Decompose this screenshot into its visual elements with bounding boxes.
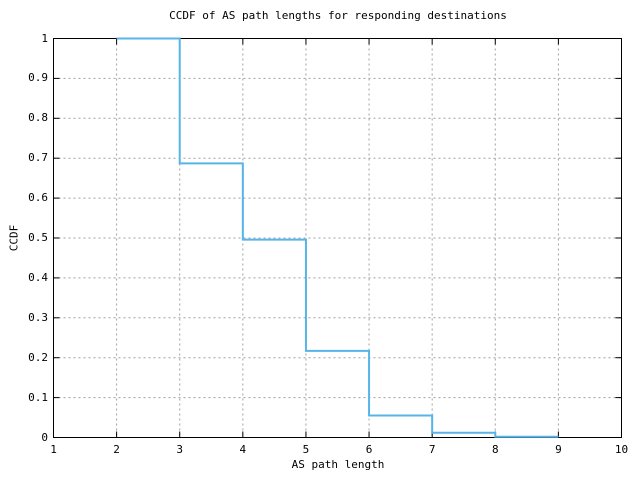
- x-tick-label: 8: [491, 443, 499, 456]
- y-tick-label: 0.8: [28, 111, 48, 125]
- y-tick-label: 0.7: [28, 151, 48, 165]
- ccdf-step-line: [116, 37, 559, 438]
- chart-title: CCDF of AS path lengths for responding d…: [169, 9, 507, 22]
- x-tick-label: 1: [50, 443, 57, 456]
- x-tick-label: 9: [555, 443, 562, 456]
- x-tick-label: 10: [614, 443, 629, 456]
- y-tick-label: 0.5: [28, 231, 48, 244]
- x-tick-label: 3: [176, 443, 184, 456]
- x-tick-label: 7: [428, 443, 436, 456]
- x-tick-label: 2: [113, 443, 120, 456]
- y-tick-label: 0.6: [28, 191, 48, 205]
- y-tick-label: 0: [41, 430, 48, 444]
- x-tick-label: 5: [302, 443, 310, 456]
- x-tick-label: 6: [365, 443, 373, 456]
- y-tick-label: 0.9: [28, 71, 48, 85]
- x-axis-label: AS path length: [291, 458, 385, 471]
- y-tick-label: 0.2: [28, 350, 48, 364]
- y-tick-label: 0.1: [28, 390, 48, 404]
- y-tick-label: 1: [41, 31, 48, 45]
- x-tick-label: 4: [239, 443, 247, 456]
- y-tick-label: 0.3: [28, 310, 48, 324]
- y-tick-label: 0.4: [28, 270, 48, 284]
